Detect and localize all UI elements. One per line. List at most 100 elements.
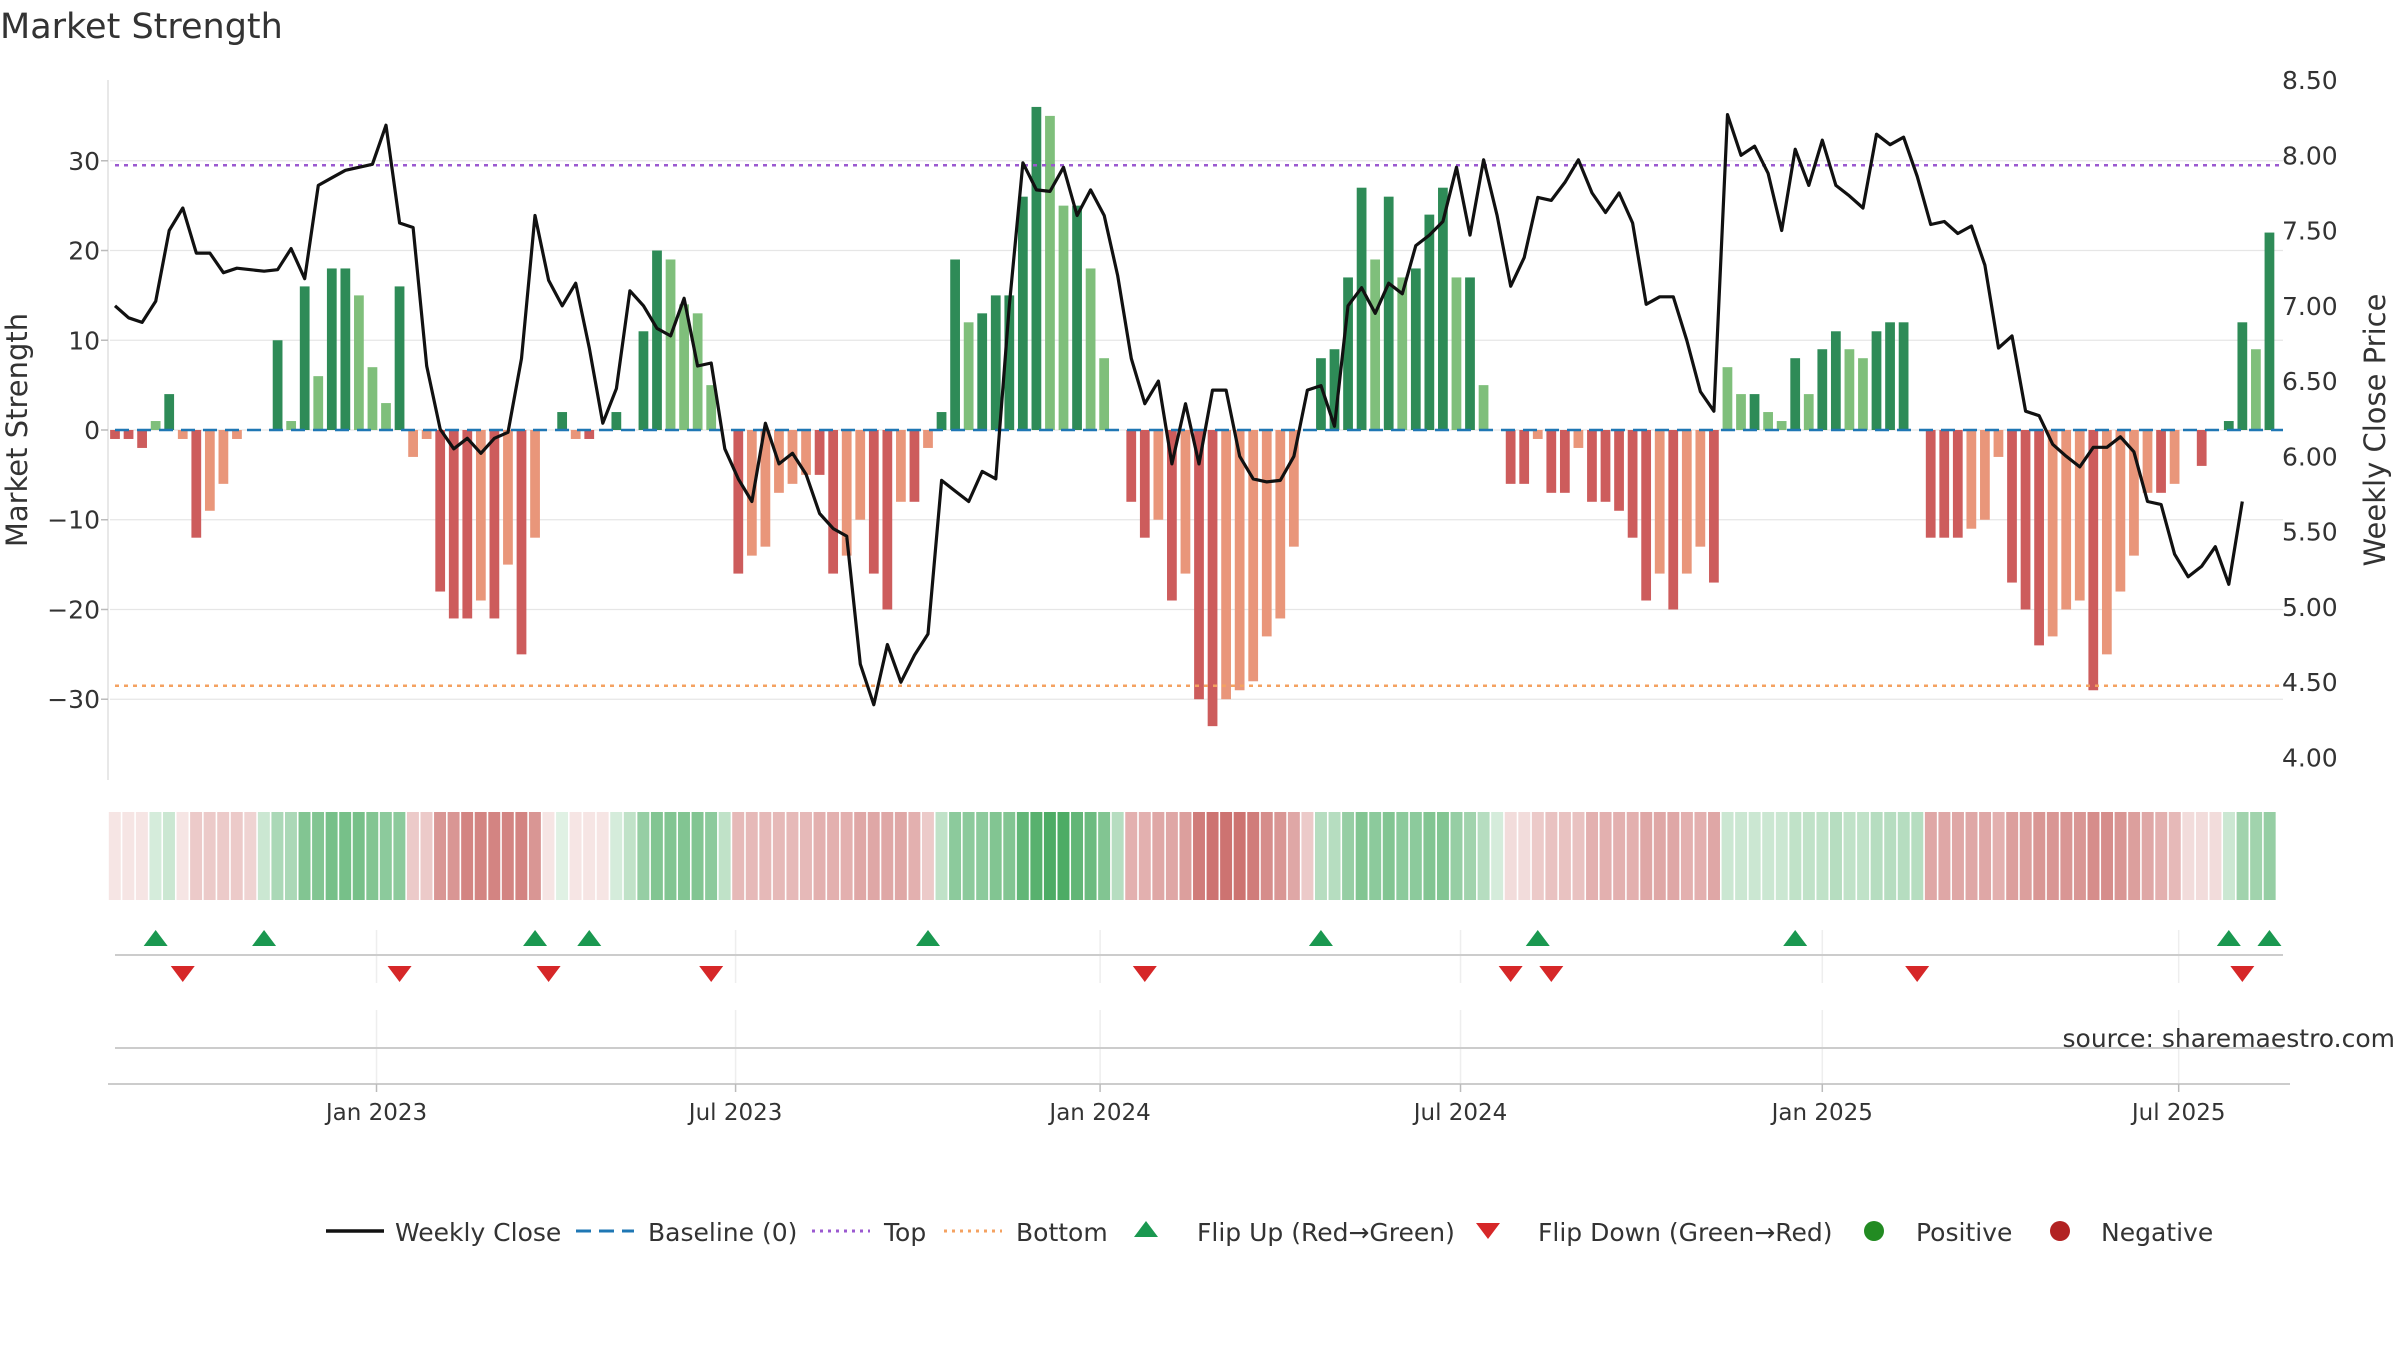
negative-bar: [801, 430, 811, 475]
positive-bar: [936, 412, 947, 430]
left-tick-label: 20: [68, 237, 100, 266]
heat-cell: [461, 812, 474, 900]
positive-bar: [1763, 412, 1773, 430]
negative-bar: [1695, 430, 1706, 547]
legend-negative-swatch: [2050, 1221, 2070, 1241]
positive-bar: [1803, 394, 1814, 430]
negative-bar: [814, 430, 825, 475]
heat-cell: [176, 812, 189, 900]
heat-cell: [1816, 812, 1829, 900]
right-tick-label: 5.00: [2282, 593, 2338, 622]
right-tick-label: 6.50: [2282, 367, 2338, 396]
positive-bar: [1017, 196, 1028, 430]
heat-cell: [1504, 812, 1517, 900]
negative-bar: [2007, 430, 2017, 583]
positive-bar: [313, 376, 324, 430]
heat-cell: [1464, 812, 1477, 900]
heat-cell: [962, 812, 975, 900]
positive-bar: [1736, 394, 1746, 430]
negative-bar: [1614, 430, 1624, 511]
right-tick-label: 4.00: [2282, 743, 2338, 772]
negative-bar: [2156, 430, 2166, 493]
heat-cell: [1708, 812, 1720, 900]
heat-cell: [1789, 812, 1802, 900]
flip-down-marker: [1905, 966, 1930, 982]
negative-bar: [1288, 430, 1299, 547]
heat-cell: [312, 812, 325, 900]
negative-bar: [177, 430, 188, 439]
heat-cell: [596, 812, 609, 900]
left-axis-label: Market Strength: [0, 313, 34, 547]
x-tick-label: Jan 2025: [1770, 1100, 1873, 1126]
negative-bar: [1532, 430, 1543, 439]
heat-cell: [623, 812, 636, 900]
flip-down-marker: [1132, 966, 1157, 982]
heat-cell: [1016, 812, 1029, 900]
strength-bars: [110, 106, 2275, 727]
negative-bar: [462, 430, 473, 619]
heat-cell: [1355, 812, 1368, 900]
negative-bar: [475, 430, 486, 601]
left-tick-label: 30: [68, 147, 100, 176]
positive-bar: [1871, 331, 1882, 430]
heat-cell: [989, 812, 1002, 900]
heat-cell: [1057, 812, 1070, 900]
heat-cell: [271, 812, 284, 900]
heat-cell: [1030, 812, 1043, 900]
heat-cell: [1735, 812, 1748, 900]
heat-cell: [745, 812, 758, 900]
heat-cell: [393, 812, 406, 900]
heat-cell: [1911, 812, 1924, 900]
heat-cell: [108, 812, 121, 900]
heat-cell: [1260, 812, 1273, 900]
positive-bar: [1830, 331, 1841, 430]
heat-cell: [230, 812, 243, 900]
positive-bar: [1722, 367, 1733, 430]
heat-cell: [488, 812, 501, 900]
positive-bar: [638, 331, 649, 430]
heat-cell: [501, 812, 514, 900]
heat-cell: [1423, 812, 1436, 900]
negative-bar: [570, 430, 581, 439]
negative-bar: [2129, 430, 2139, 556]
negative-bar: [1180, 430, 1191, 574]
heat-cell: [2236, 812, 2249, 900]
heat-cell: [610, 812, 623, 900]
legend: Weekly Close Baseline (0) Top Bottom Fli…: [326, 1218, 2213, 1247]
negative-bar: [2169, 430, 2180, 484]
negative-bar: [1980, 430, 1990, 520]
positive-bar: [1329, 349, 1340, 430]
positive-bar: [367, 367, 378, 430]
right-axis-ticks: 8.50 8.00 7.50 7.00 6.50 6.00 5.50 5.00 4.50 4.00: [2282, 66, 2338, 772]
negative-bar: [2088, 430, 2099, 691]
heat-cell: [244, 812, 257, 900]
heat-cell: [881, 812, 894, 900]
positive-bar: [150, 421, 161, 430]
positive-bar: [272, 340, 283, 430]
negative-bar: [123, 430, 134, 439]
positive-bar: [1058, 205, 1069, 430]
flip-up-marker: [916, 930, 940, 946]
flip-down-marker: [2230, 966, 2255, 982]
source-text: source: sharemaestro.com: [2063, 1024, 2396, 1053]
price-layer: [113, 112, 2244, 707]
positive-bar: [1316, 358, 1326, 430]
heat-cell: [1694, 812, 1707, 900]
negative-bar: [1234, 430, 1245, 691]
negative-bar: [1248, 430, 1259, 682]
heat-cell: [1084, 812, 1097, 900]
negative-bar: [1261, 430, 1272, 637]
legend-flip-down-swatch: [1476, 1223, 1500, 1239]
heat-cell: [1884, 812, 1897, 900]
positive-bar: [1885, 322, 1895, 430]
negative-bar: [1573, 430, 1584, 448]
left-tick-label: 10: [68, 326, 100, 355]
heat-cell: [2033, 812, 2046, 900]
left-axis-ticks: 30 20 10 0 −10 −20 −30: [47, 147, 108, 714]
negative-bar: [2196, 430, 2207, 466]
heat-cell: [1274, 812, 1287, 900]
positive-bar: [1045, 115, 1055, 431]
heat-cell: [1152, 812, 1165, 900]
heat-cell: [1436, 812, 1449, 900]
heat-cell: [447, 812, 460, 900]
